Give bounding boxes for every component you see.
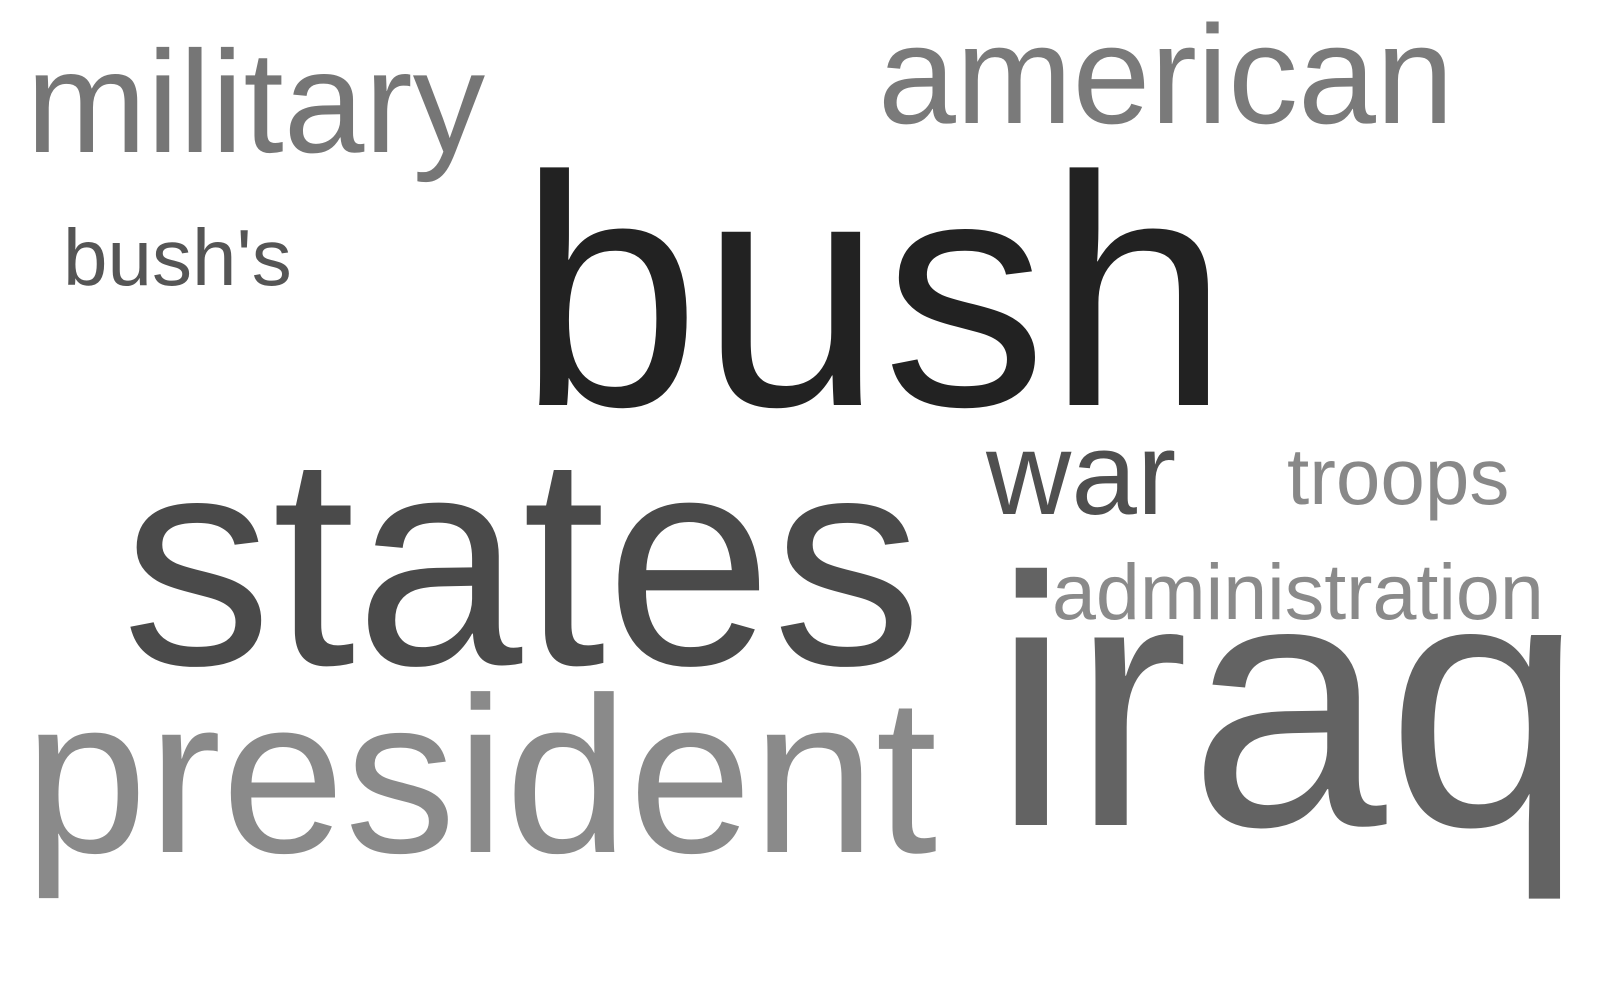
word-iraq: iraq <box>992 526 1584 881</box>
word-president: president <box>24 665 937 887</box>
word-bushs: bush's <box>63 218 292 298</box>
word-military: military <box>26 30 485 175</box>
